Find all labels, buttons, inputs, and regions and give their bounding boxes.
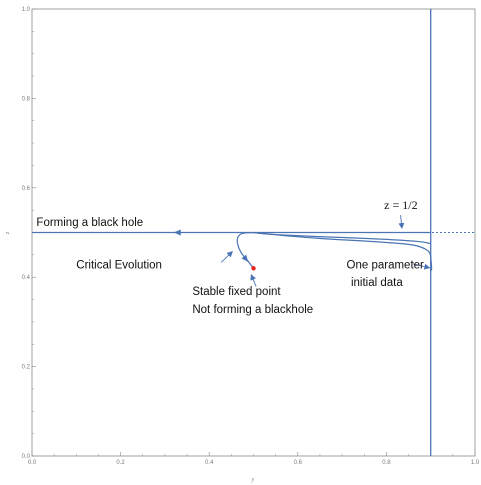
annotation-pointer-arrow [412, 263, 431, 270]
annotation-label: Forming a black hole [36, 217, 143, 229]
trajectory-curve [236, 231, 254, 269]
annotation-label: Not forming a blackhole [192, 304, 313, 316]
y-axis-label: z [5, 231, 11, 235]
x-tick-label: 0.0 [28, 460, 37, 466]
annotations: Forming a black hole Critical Evolution St… [36, 198, 424, 316]
x-tick-label: 0.2 [116, 460, 125, 466]
y-tick-label: 0.8 [22, 96, 31, 102]
z-half-label: z = 1/2 [384, 198, 417, 212]
x-tick-label: 0.8 [382, 460, 391, 466]
y-tick-label: 0.6 [22, 186, 31, 192]
axis-tick-labels: 0.0 0.2 0.4 0.6 0.8 1.0 0.0 0.2 0.4 0.6 0.8 1.0 [22, 7, 480, 466]
stable-fixed-point [251, 266, 256, 271]
annotation-label: Critical Evolution [76, 259, 162, 271]
x-axis-label: y [251, 477, 255, 483]
annotation-label: Stable fixed point [192, 286, 281, 298]
series-layer [32, 9, 475, 456]
annotation-pointer-arrow [220, 251, 233, 263]
trajectory-curve [257, 232, 431, 245]
trajectory-arrowhead [173, 229, 181, 236]
annotation-label: initial data [351, 277, 403, 289]
trajectory-arrowhead [241, 254, 249, 263]
pointer-arrows [220, 215, 431, 287]
axis-ticks [31, 8, 476, 457]
annotation-pointer-arrow [250, 274, 257, 287]
y-tick-label: 1.0 [22, 7, 31, 13]
x-tick-label: 0.6 [294, 460, 303, 466]
x-tick-label: 0.4 [205, 460, 214, 466]
y-tick-label: 0.0 [22, 454, 31, 460]
annotation-pointer-arrow [398, 215, 405, 230]
y-tick-label: 0.2 [22, 365, 31, 371]
annotation-label: One parameter [347, 259, 425, 271]
x-tick-label: 1.0 [471, 460, 480, 466]
y-tick-label: 0.4 [22, 275, 31, 281]
